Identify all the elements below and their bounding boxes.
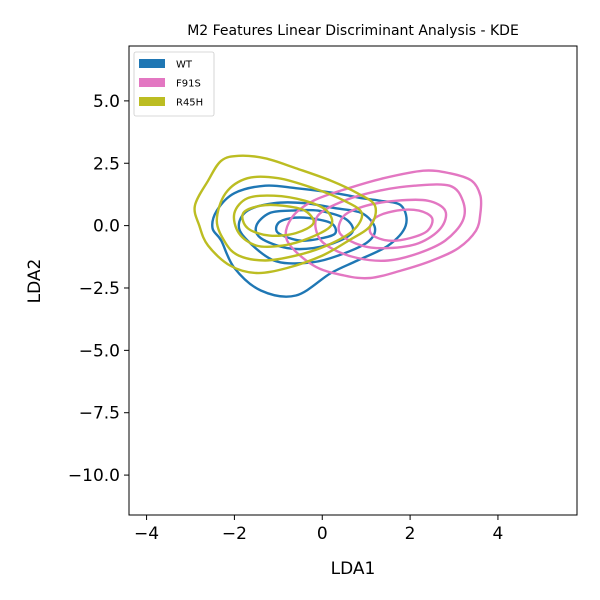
contour-f91s-level-1 xyxy=(284,169,483,280)
contour-r45h-level-3 xyxy=(232,194,334,249)
legend: WT F91S R45H xyxy=(133,51,215,117)
contour-f91s-level-2 xyxy=(314,183,466,262)
x-tick-label: −4 xyxy=(134,524,159,544)
y-tick-label: 5.0 xyxy=(93,92,120,112)
legend-swatch-f91s xyxy=(139,78,165,87)
x-tick-label: 2 xyxy=(405,524,416,544)
y-tick-label: −5.0 xyxy=(79,341,120,361)
y-tick-label: 0.0 xyxy=(93,217,120,237)
contour-f91s-level-4 xyxy=(368,208,434,242)
legend-label-f91s: F91S xyxy=(176,79,201,90)
contour-r45h-level-1 xyxy=(193,154,378,275)
legend-label-r45h: R45H xyxy=(176,98,203,109)
x-tick-label: −2 xyxy=(222,524,247,544)
y-tick-label: −7.5 xyxy=(79,404,120,424)
plot-frame xyxy=(128,45,578,516)
y-axis: 5.0 2.5 0.0 −2.5 −5.0 −7.5 −10.0 xyxy=(68,92,129,486)
x-axis: −4 −2 0 2 4 xyxy=(134,515,503,544)
contour-wt-level-3 xyxy=(254,208,355,251)
contour-layer xyxy=(193,154,483,298)
contour-r45h-level-4 xyxy=(241,203,315,238)
x-tick-label: 4 xyxy=(493,524,504,544)
y-axis-label: LDA2 xyxy=(25,259,45,304)
chart-title: M2 Features Linear Discriminant Analysis… xyxy=(187,23,519,39)
x-tick-label: 0 xyxy=(317,524,328,544)
y-tick-label: −10.0 xyxy=(68,466,120,486)
legend-swatch-wt xyxy=(139,59,165,68)
x-axis-label: LDA1 xyxy=(331,559,376,579)
legend-label-wt: WT xyxy=(176,60,193,71)
contour-r45h-level-2 xyxy=(215,175,364,262)
legend-swatch-r45h xyxy=(139,97,165,106)
y-tick-label: −2.5 xyxy=(79,279,120,299)
y-tick-label: 2.5 xyxy=(93,154,120,174)
